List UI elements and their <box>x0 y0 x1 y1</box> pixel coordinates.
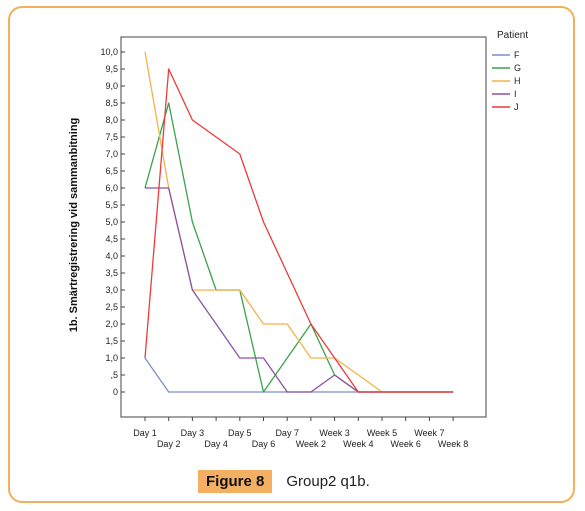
caption-text: Group2 q1b. <box>286 472 370 490</box>
legend-entry-i: I <box>514 89 517 99</box>
x-tick-label: Week 2 <box>296 439 326 449</box>
plot-area <box>120 36 487 418</box>
x-tick-label: Week 6 <box>391 439 421 449</box>
y-tick-label: 3,5 <box>105 268 118 278</box>
y-tick-label: 2,0 <box>105 319 118 329</box>
legend-entry-g: G <box>514 63 521 73</box>
y-tick-label: 8,0 <box>105 115 118 125</box>
y-tick-label: 3,0 <box>105 285 118 295</box>
y-tick-label: 1,0 <box>105 353 118 363</box>
y-tick-label: 9,0 <box>105 81 118 91</box>
x-tick-label: Week 5 <box>367 428 397 438</box>
series-lines <box>144 51 454 393</box>
series-line-j <box>144 68 454 393</box>
x-tick-label: Day 1 <box>133 428 157 438</box>
figure-caption: Figure 8 Group2 q1b. <box>198 468 370 494</box>
y-tick-label: 4,5 <box>105 234 118 244</box>
y-tick-label: 8,5 <box>105 98 118 108</box>
y-tick-label: 7,0 <box>105 149 118 159</box>
y-tick-label: 9,5 <box>105 64 118 74</box>
x-tick-label: Week 4 <box>343 439 373 449</box>
y-tick-label: 0 <box>113 387 118 397</box>
x-tick-label: Day 4 <box>204 439 228 449</box>
line-chart: 10,0 9,5 9,0 8,5 8,0 7,5 7,0 6,5 6,0 5,5 5,0 4,5 4,0… <box>68 30 528 449</box>
y-tick-label: 10,0 <box>100 47 118 57</box>
y-tick-label: 4,0 <box>105 251 118 261</box>
x-tick-label: Week 7 <box>414 428 444 438</box>
x-tick-label: Day 7 <box>275 428 299 438</box>
legend-title: Patient <box>497 30 528 41</box>
y-tick-label: 5,5 <box>105 200 118 210</box>
legend-entry-j: J <box>514 102 519 112</box>
y-tick-label: ,5 <box>110 370 118 380</box>
x-tick-label: Day 5 <box>228 428 252 438</box>
x-tick-label: Day 2 <box>157 439 181 449</box>
y-axis: 10,0 9,5 9,0 8,5 8,0 7,5 7,0 6,5 6,0 5,5 5,0 4,5 4,0… <box>100 47 125 397</box>
y-tick-label: 5,0 <box>105 217 118 227</box>
y-axis-label: 1b. Smärtregistrering vid sammanbitning <box>68 118 80 333</box>
x-tick-label: Week 8 <box>438 439 468 449</box>
x-tick-label: Day 6 <box>252 439 276 449</box>
legend-entry-f: F <box>514 50 520 60</box>
x-tick-label: Week 3 <box>319 428 349 438</box>
y-tick-label: 6,0 <box>105 183 118 193</box>
y-tick-label: 2,5 <box>105 302 118 312</box>
legend-entry-h: H <box>514 76 521 86</box>
caption-label: Figure 8 <box>198 469 273 493</box>
x-tick-label: Day 3 <box>181 428 205 438</box>
y-tick-label: 6,5 <box>105 166 118 176</box>
y-tick-label: 1,5 <box>105 336 118 346</box>
y-tick-label: 7,5 <box>105 132 118 142</box>
